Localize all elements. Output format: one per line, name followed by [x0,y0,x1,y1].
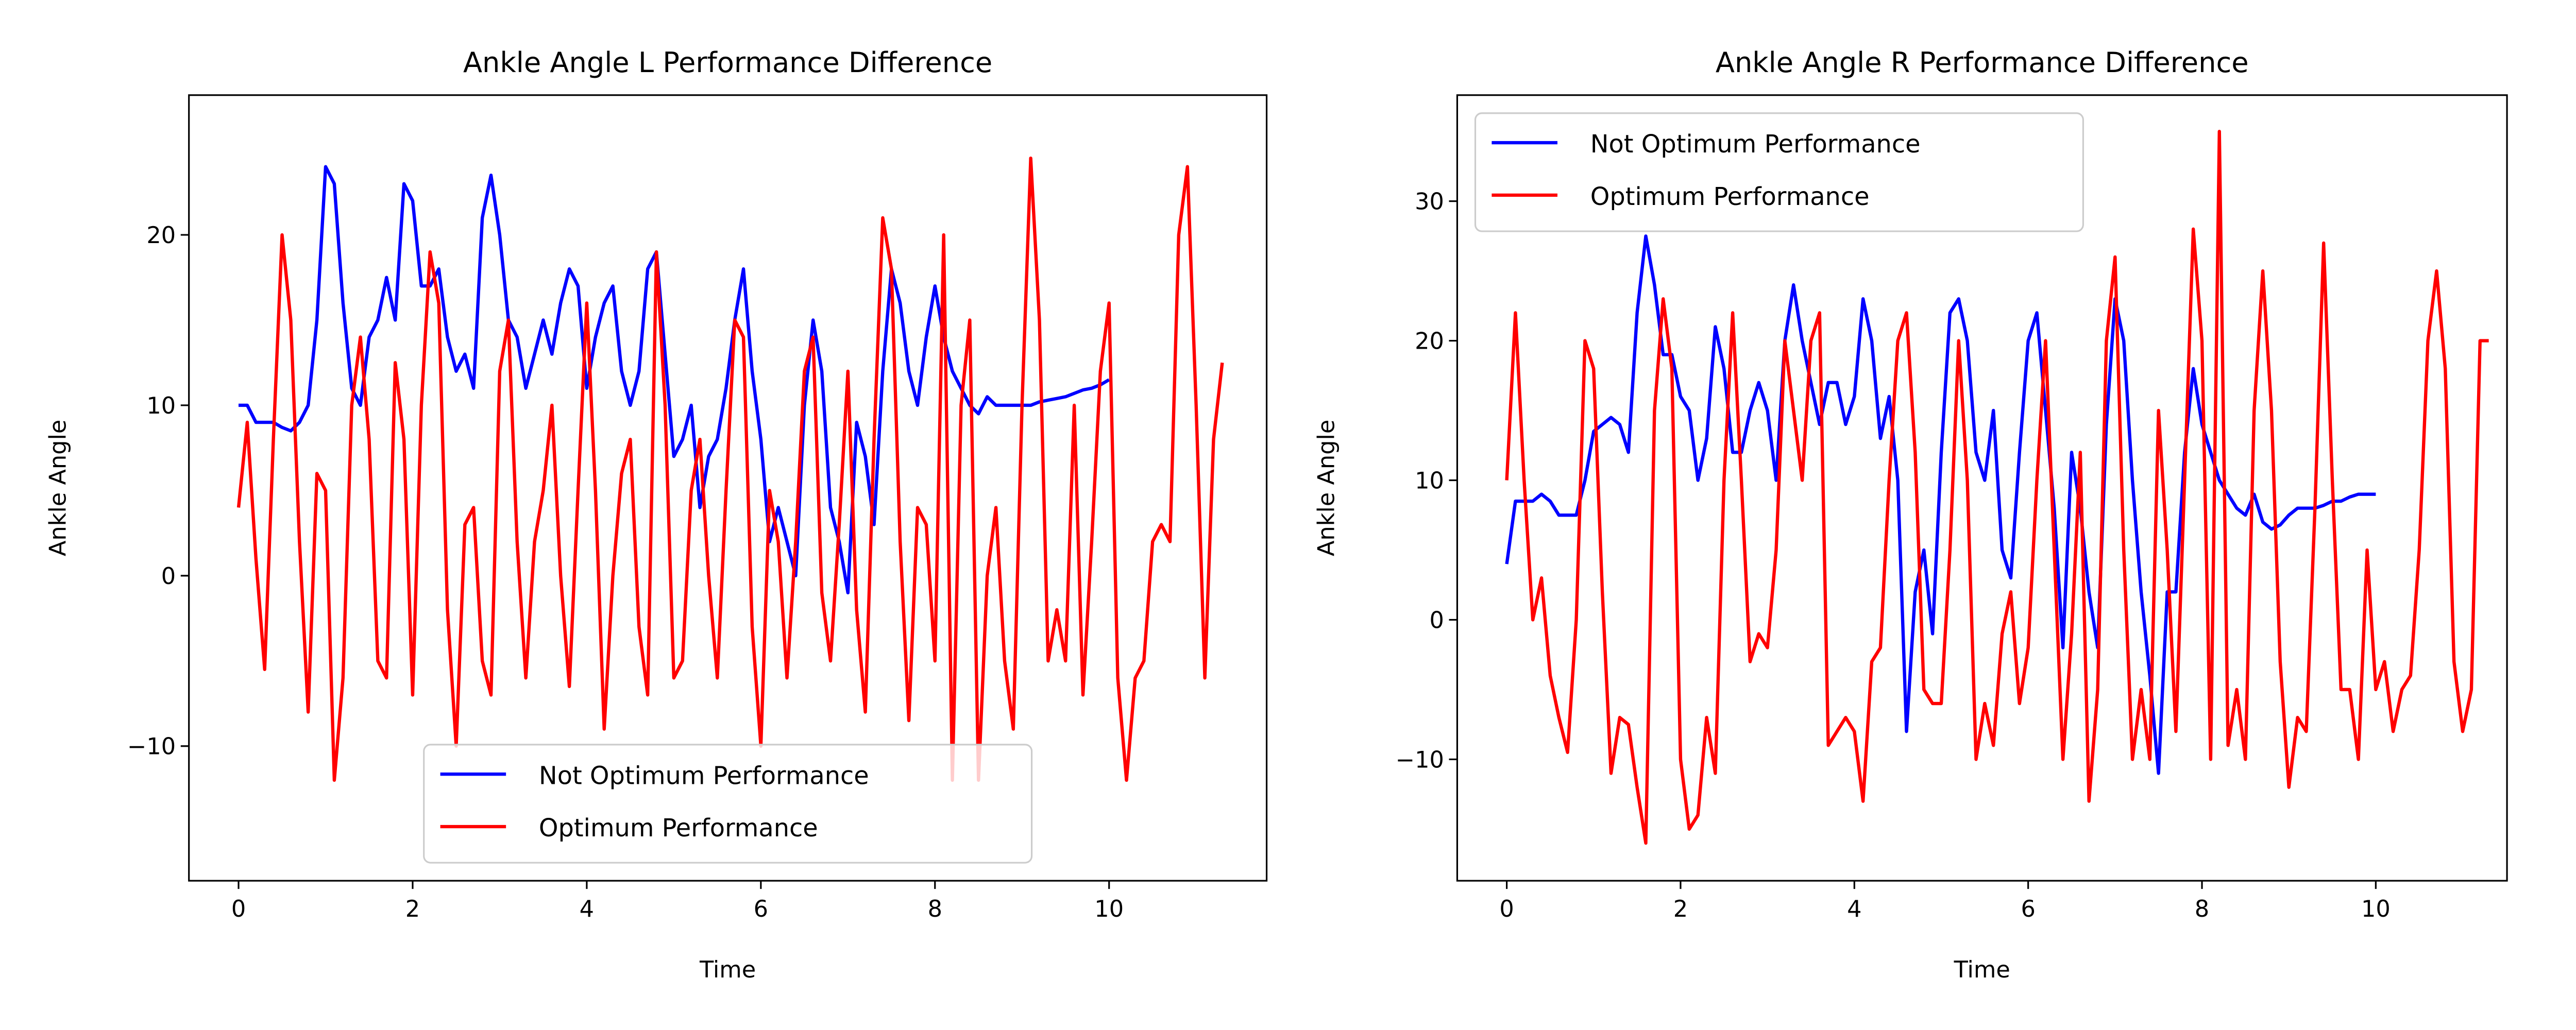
legend-label: Not Optimum Performance [539,762,869,790]
series-line [236,156,1224,782]
series-line [239,165,1110,595]
legend-label: Not Optimum Performance [1590,130,1921,159]
y-tick-label: 10 [1415,467,1444,494]
y-tick-label: 10 [146,392,176,419]
plot-frame [188,94,1268,882]
x-axis-label: Time [699,956,756,983]
series-line [1505,129,2489,845]
x-tick-label: 4 [1847,896,1861,922]
x-tick-label: 4 [580,896,594,922]
x-axis-label: Time [1954,956,2010,983]
legend-label: Optimum Performance [1590,183,1870,211]
y-tick-label: 20 [146,222,176,249]
y-tick-label: −10 [127,733,176,760]
y-axis-label: Ankle Angle [45,420,72,556]
series-line [1505,234,2376,775]
x-tick-label: 6 [754,896,768,922]
legend-label: Optimum Performance [539,814,818,843]
legend-box [1474,112,2084,232]
x-tick-label: 6 [2021,896,2035,922]
x-tick-label: 10 [1094,896,1124,922]
plot-area [236,156,1224,782]
x-tick-label: 8 [928,896,942,922]
plot-frame [1456,94,2508,882]
y-tick-label: 30 [1415,188,1444,215]
x-tick-label: 10 [2361,896,2391,922]
chart-title: Ankle Angle R Performance Difference [1716,46,2249,79]
x-tick-label: 0 [231,896,246,922]
x-tick-label: 0 [1499,896,1514,922]
plot-area [1505,129,2489,845]
x-tick-label: 8 [2195,896,2209,922]
y-tick-label: 0 [1430,607,1444,633]
x-tick-label: 2 [405,896,420,922]
y-tick-label: 0 [161,563,176,590]
x-tick-label: 2 [1673,896,1688,922]
legend-box [423,744,1033,864]
y-tick-label: 20 [1415,328,1444,355]
y-tick-label: −10 [1396,746,1444,773]
y-axis-label: Ankle Angle [1313,420,1340,556]
chart-title: Ankle Angle L Performance Difference [463,46,992,79]
